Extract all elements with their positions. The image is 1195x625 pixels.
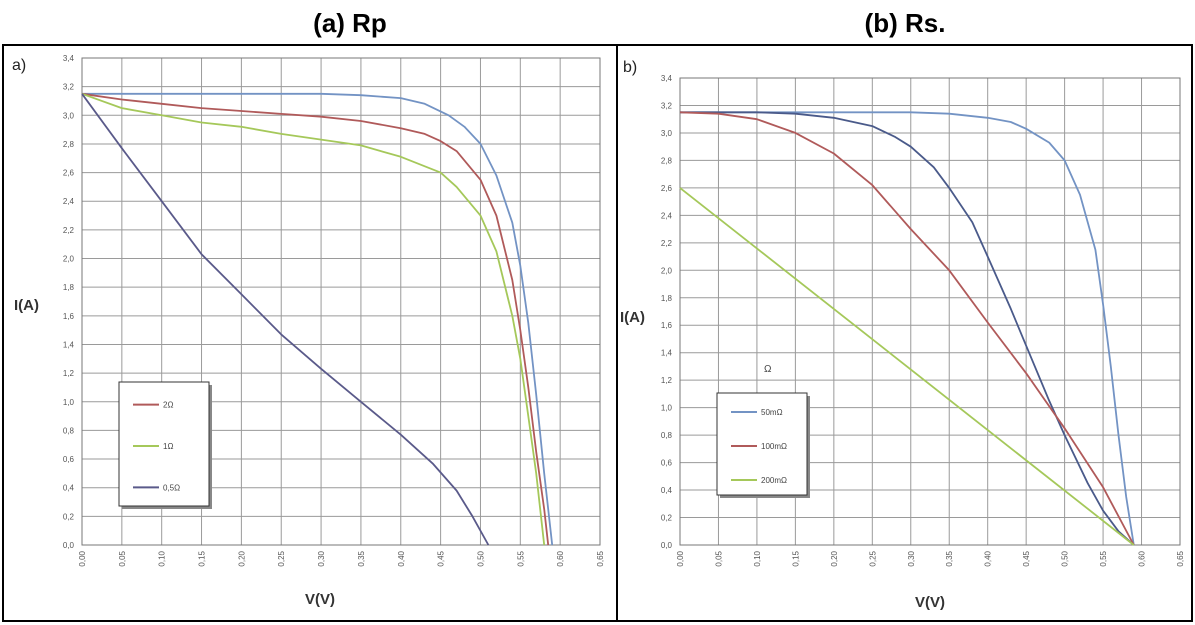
x-tick-label: 0,00 xyxy=(676,550,685,566)
x-tick-label: 0,35 xyxy=(945,550,954,566)
x-tick-label: 0,00 xyxy=(78,550,87,566)
x-tick-label: 0,20 xyxy=(830,550,839,566)
x-tick-label: 0,30 xyxy=(907,550,916,566)
x-tick-label: 0,05 xyxy=(714,550,723,566)
y-tick-label: 0,4 xyxy=(63,484,75,493)
x-tick-label: 0,45 xyxy=(437,550,446,566)
x-tick-label: 0,45 xyxy=(1022,550,1031,566)
y-tick-label: 0,0 xyxy=(661,541,673,550)
series-line-2 xyxy=(81,92,550,546)
y-axis-label: I(A) xyxy=(14,297,39,314)
y-tick-label: 1,4 xyxy=(63,340,75,349)
y-tick-label: 1,4 xyxy=(661,349,673,358)
y-tick-label: 0,2 xyxy=(661,514,673,523)
plot-area xyxy=(81,57,601,546)
y-tick-label: 0,8 xyxy=(63,426,75,435)
y-tick-label: 3,0 xyxy=(63,111,75,120)
legend-entry: 200mΩ xyxy=(761,476,787,485)
x-axis-label: V(V) xyxy=(915,594,945,611)
x-tick-label: 0,20 xyxy=(237,550,246,566)
x-tick-label: 0,65 xyxy=(596,550,605,566)
y-tick-label: 1,6 xyxy=(63,312,75,321)
y-axis-label: I(A) xyxy=(620,309,645,326)
y-tick-label: 3,2 xyxy=(661,101,673,110)
x-tick-label: 0,55 xyxy=(516,550,525,566)
legend: 2Ω 1Ω 0,5Ω xyxy=(118,381,212,509)
series-line-3 xyxy=(81,92,546,546)
legend-box xyxy=(118,381,210,507)
x-tick-label: 0,25 xyxy=(277,550,286,566)
y-tick-label: 2,8 xyxy=(661,156,673,165)
x-tick-label: 0,60 xyxy=(1138,550,1147,566)
x-tick-label: 0,65 xyxy=(1176,550,1185,566)
y-tick-label: 2,0 xyxy=(661,266,673,275)
y-tick-label: 2,8 xyxy=(63,140,75,149)
y-tick-label: 2,2 xyxy=(63,226,75,235)
legend-box xyxy=(716,392,808,496)
y-tick-label: 2,6 xyxy=(63,169,75,178)
series-line-3 xyxy=(679,111,1135,546)
y-tick-label: 2,2 xyxy=(661,239,673,248)
x-tick-label: 0,25 xyxy=(868,550,877,566)
x-tick-label: 0,40 xyxy=(984,550,993,566)
legend-entry: 100mΩ xyxy=(761,442,787,451)
y-tick-label: 0,6 xyxy=(63,455,75,464)
annotation-text: Ω xyxy=(764,364,772,375)
y-tick-label: 2,0 xyxy=(63,255,75,264)
x-axis-label: V(V) xyxy=(305,591,335,608)
panel-label: b) xyxy=(623,59,637,76)
x-tick-label: 0,10 xyxy=(158,550,167,566)
x-tick-label: 0,15 xyxy=(198,550,207,566)
x-tick-label: 0,60 xyxy=(556,550,565,566)
y-tick-label: 2,6 xyxy=(661,184,673,193)
y-tick-label: 3,4 xyxy=(661,74,673,83)
x-tick-label: 0,35 xyxy=(357,550,366,566)
legend-entry: 2Ω xyxy=(163,401,173,410)
chart-b: 0,0 0,2 0,4 0,6 0,8 1,0 1,2 1,4 1,6 1,8 2,0 2,2 2,4 2… xyxy=(620,59,1185,611)
series-line-4 xyxy=(679,187,1135,546)
series-line-2 xyxy=(680,111,1135,546)
x-tick-label: 0,50 xyxy=(476,550,485,566)
x-tick-label: 0,10 xyxy=(753,550,762,566)
y-tick-label: 1,0 xyxy=(661,404,673,413)
legend-entry: 50mΩ xyxy=(761,408,783,417)
legend-entry: 1Ω xyxy=(163,442,173,451)
chart-panel-b xyxy=(616,44,1193,622)
y-tick-label: 0,8 xyxy=(661,431,673,440)
y-tick-label: 3,0 xyxy=(661,129,673,138)
chart-a: 0,0 0,2 0,4 0,6 0,8 1,0 1,2 1,4 1,6 1,8 2,0 2,2 2,4 2… xyxy=(12,54,605,608)
plot-area xyxy=(679,77,1181,546)
y-tick-label: 0,0 xyxy=(63,541,75,550)
panel-label: a) xyxy=(12,57,26,74)
series-line-4 xyxy=(81,93,490,546)
series-line-1 xyxy=(82,92,554,546)
legend: 50mΩ 100mΩ 200mΩ xyxy=(716,392,810,498)
y-tick-label: 1,0 xyxy=(63,398,75,407)
x-tick-label: 0,50 xyxy=(1061,550,1070,566)
y-tick-label: 3,2 xyxy=(63,83,75,92)
y-tick-label: 0,2 xyxy=(63,512,75,521)
y-tick-label: 1,6 xyxy=(661,321,673,330)
x-tick-label: 0,15 xyxy=(791,550,800,566)
panel-a-title: (a) Rp xyxy=(313,8,387,38)
y-tick-label: 1,2 xyxy=(63,369,75,378)
series-line-1 xyxy=(680,111,1135,546)
y-tick-label: 1,8 xyxy=(63,283,75,292)
x-tick-label: 0,40 xyxy=(397,550,406,566)
y-tick-label: 2,4 xyxy=(661,211,673,220)
y-tick-label: 0,4 xyxy=(661,486,673,495)
legend-entry: 0,5Ω xyxy=(163,483,180,492)
y-tick-label: 0,6 xyxy=(661,459,673,468)
x-tick-label: 0,30 xyxy=(317,550,326,566)
x-tick-label: 0,05 xyxy=(118,550,127,566)
y-tick-label: 1,8 xyxy=(661,294,673,303)
y-tick-label: 2,4 xyxy=(63,197,75,206)
y-tick-label: 3,4 xyxy=(63,54,75,63)
panel-b-title: (b) Rs. xyxy=(864,8,946,38)
x-tick-label: 0,55 xyxy=(1099,550,1108,566)
y-tick-label: 1,2 xyxy=(661,376,673,385)
